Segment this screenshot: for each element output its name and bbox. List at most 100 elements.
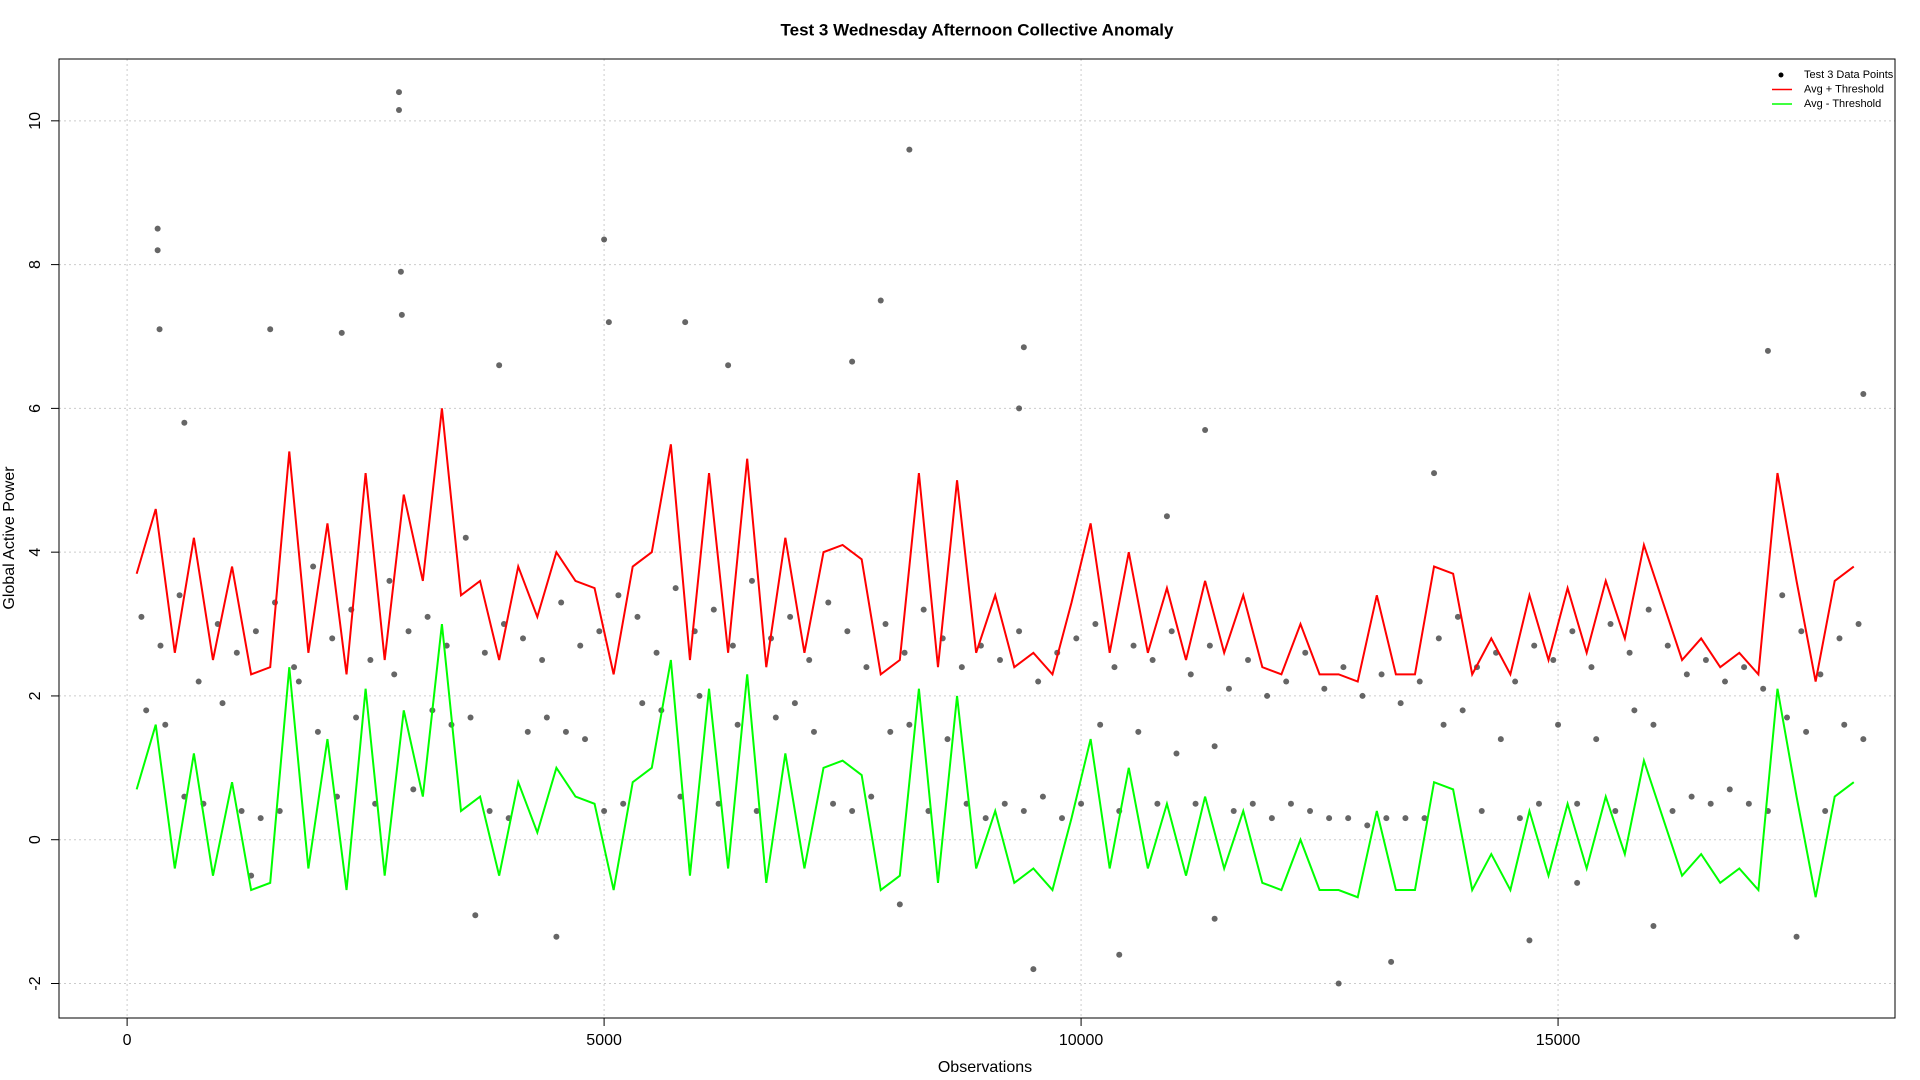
data-point: [806, 656, 813, 663]
data-point: [1073, 635, 1080, 642]
x-axis-label: Observations: [938, 1059, 1032, 1076]
y-tick-label: 6: [27, 404, 44, 413]
data-point: [1688, 793, 1695, 800]
data-point: [1149, 656, 1156, 663]
data-point: [1302, 649, 1309, 656]
data-point: [1307, 807, 1314, 814]
data-point: [398, 311, 405, 318]
data-point: [257, 815, 264, 822]
data-point: [410, 786, 417, 793]
data-point: [1669, 807, 1676, 814]
data-point: [1531, 642, 1538, 649]
data-point: [634, 613, 641, 620]
data-point: [1130, 642, 1137, 649]
data-point: [715, 800, 722, 807]
legend-label: Test 3 Data Points: [1804, 69, 1894, 81]
data-point: [520, 635, 527, 642]
line: [135, 623, 1855, 899]
data-point: [639, 700, 646, 707]
data-point: [367, 656, 374, 663]
data-point: [1435, 635, 1442, 642]
data-point: [276, 807, 283, 814]
data-point: [1016, 628, 1023, 635]
data-point: [314, 728, 321, 735]
data-point: [462, 534, 469, 541]
data-point: [1421, 815, 1428, 822]
data-point: [1058, 815, 1065, 822]
data-point: [1722, 678, 1729, 685]
data-point: [1459, 707, 1466, 714]
data-point: [1397, 700, 1404, 707]
data-point: [1836, 635, 1843, 642]
data-point: [386, 577, 393, 584]
data-point: [162, 721, 169, 728]
data-point: [1764, 347, 1771, 354]
data-point: [1245, 656, 1252, 663]
data-point: [1702, 656, 1709, 663]
plot-area: [135, 89, 1867, 987]
data-point: [725, 362, 732, 369]
data-point: [1111, 664, 1118, 671]
data-point: [1154, 800, 1161, 807]
data-point: [1607, 621, 1614, 628]
data-point: [1287, 800, 1294, 807]
data-point: [524, 728, 531, 735]
data-point: [1645, 606, 1652, 613]
data-point: [772, 714, 779, 721]
data-point: [496, 362, 503, 369]
data-point: [558, 599, 565, 606]
data-point: [1803, 728, 1810, 735]
data-point: [1039, 793, 1046, 800]
data-point: [906, 721, 913, 728]
data-point: [1001, 800, 1008, 807]
data-point: [682, 319, 689, 326]
data-point: [486, 807, 493, 814]
data-point: [156, 326, 163, 333]
data-point: [1793, 933, 1800, 940]
data-point: [338, 329, 345, 336]
data-point: [1574, 800, 1581, 807]
data-point: [849, 807, 856, 814]
data-point: [1383, 815, 1390, 822]
y-tick-label: 0: [27, 835, 44, 844]
data-point: [810, 728, 817, 735]
data-point: [219, 700, 226, 707]
data-point: [181, 419, 188, 426]
data-point: [1664, 642, 1671, 649]
data-point: [1612, 807, 1619, 814]
data-point: [1211, 915, 1218, 922]
data-point: [1822, 807, 1829, 814]
legend-label: Avg - Threshold: [1804, 98, 1881, 110]
data-point: [882, 621, 889, 628]
data-point: [1192, 800, 1199, 807]
data-point: [267, 326, 274, 333]
data-point: [753, 807, 760, 814]
data-point: [601, 807, 608, 814]
data-point: [1173, 750, 1180, 757]
data-point: [1626, 649, 1633, 656]
data-point: [596, 628, 603, 635]
data-point: [791, 700, 798, 707]
data-point: [1283, 678, 1290, 685]
data-point: [562, 728, 569, 735]
data-point: [1526, 937, 1533, 944]
data-point: [1364, 822, 1371, 829]
data-point: [1163, 513, 1170, 520]
data-point: [1555, 721, 1562, 728]
data-point: [1454, 613, 1461, 620]
data-point: [1574, 879, 1581, 886]
data-point: [1841, 721, 1848, 728]
data-point: [1745, 800, 1752, 807]
y-tick-label: 10: [27, 112, 44, 130]
data-point: [830, 800, 837, 807]
data-point: [605, 319, 612, 326]
data-point: [154, 247, 161, 254]
data-point: [615, 592, 622, 599]
data-point: [405, 628, 412, 635]
x-tick-label: 15000: [1536, 1032, 1581, 1049]
data-point: [1650, 721, 1657, 728]
x-tick-label: 10000: [1059, 1032, 1104, 1049]
data-point: [539, 656, 546, 663]
data-point: [1020, 344, 1027, 351]
data-point: [729, 642, 736, 649]
